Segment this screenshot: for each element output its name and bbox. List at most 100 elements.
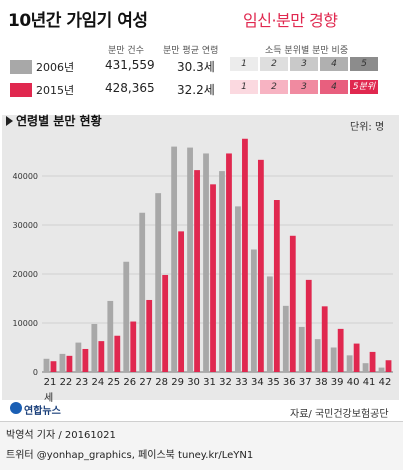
quintile-box-2: 2 — [260, 80, 288, 94]
legend-year-2015: 2015년 — [36, 84, 75, 97]
legend-births-2006: 431,559 — [105, 58, 155, 72]
x-tick-label: 28 — [155, 377, 168, 388]
bar-2006 — [123, 261, 130, 372]
bar-2015 — [289, 235, 296, 372]
bar-2015 — [66, 355, 73, 372]
bar-2015 — [257, 159, 264, 372]
bar-2015 — [385, 360, 392, 372]
bar-2015 — [82, 348, 89, 372]
bar-2015 — [210, 184, 216, 372]
quintile-box-3: 3 — [290, 80, 318, 94]
quintile-box-4: 4 — [320, 57, 348, 71]
page-title: 10년간 가임기 여성 — [8, 11, 148, 31]
x-tick-label: 26 — [123, 377, 136, 388]
age-unit-label: 세 — [44, 393, 54, 404]
x-tick-label: 22 — [60, 377, 73, 388]
legend-header-births: 분만 건수 — [108, 46, 144, 56]
bar-2006 — [330, 347, 337, 372]
x-tick-label: 33 — [235, 377, 248, 388]
yonhap-logo-icon — [10, 402, 22, 414]
legend-header-income: 소득 분위별 분만 비중 — [265, 46, 349, 56]
logo-text: 연합뉴스 — [24, 406, 61, 417]
bar-2015 — [273, 200, 280, 372]
bar-2015 — [305, 279, 312, 372]
x-tick-label: 34 — [251, 377, 264, 388]
legend-swatch-2006 — [10, 60, 32, 74]
bar-2006 — [139, 212, 146, 372]
legend-age-2006: 30.3세 — [177, 60, 215, 74]
bar-2006 — [378, 367, 385, 372]
legend-year-2006: 2006년 — [36, 61, 75, 74]
quintile-box-1: 1 — [230, 57, 258, 71]
x-tick-label: 21 — [44, 377, 57, 388]
bar-2015 — [321, 306, 328, 372]
x-tick-label: 41 — [363, 377, 376, 388]
bar-2015 — [226, 153, 232, 372]
bar-2015 — [194, 170, 200, 372]
x-tick-label: 35 — [267, 377, 280, 388]
legend-age-2015: 32.2세 — [177, 83, 215, 97]
bar-2015 — [337, 328, 344, 372]
y-tick-label: 10000 — [13, 319, 38, 328]
page-title-highlight: 임신·분만 경향 — [243, 11, 338, 30]
quintile-box-1: 1 — [230, 80, 258, 94]
quintile-box-4: 4 — [320, 80, 348, 94]
x-tick-label: 27 — [139, 377, 152, 388]
x-tick-label: 30 — [187, 377, 200, 388]
bar-2006 — [91, 323, 98, 372]
quintile-box-5: 5 — [350, 57, 378, 71]
chart-subtitle: 연령별 분만 현황 — [16, 114, 102, 128]
x-tick-label: 37 — [299, 377, 312, 388]
legend-swatch-2015 — [10, 83, 32, 97]
bar-2006 — [59, 353, 66, 372]
bar-2006 — [298, 326, 305, 372]
bar-2006 — [43, 358, 50, 372]
x-tick-label: 39 — [331, 377, 344, 388]
bar-2006 — [187, 147, 193, 372]
x-tick-label: 29 — [171, 377, 184, 388]
y-tick-label: 0 — [33, 368, 38, 377]
bar-2015 — [162, 274, 169, 372]
footer — [0, 421, 403, 470]
bar-2006 — [171, 146, 178, 372]
bar-2006 — [314, 339, 321, 372]
legend-header-age: 분만 평균 연령 — [163, 46, 219, 56]
y-tick-label: 40000 — [13, 172, 38, 181]
credit-line: 박영석 기자 / 20161021 — [6, 430, 116, 441]
quintile-box-5: 5분위 — [350, 80, 378, 94]
x-tick-label: 32 — [219, 377, 232, 388]
bar-2015 — [146, 299, 153, 372]
bar-2006 — [107, 300, 114, 372]
bar-2006 — [203, 153, 209, 372]
x-tick-label: 24 — [91, 377, 104, 388]
bar-2015 — [130, 321, 137, 372]
x-tick-label: 42 — [379, 377, 392, 388]
bar-2015 — [369, 351, 376, 372]
x-tick-label: 25 — [107, 377, 120, 388]
x-tick-label: 23 — [76, 377, 89, 388]
bar-2015 — [98, 341, 105, 372]
legend-births-2015: 428,365 — [105, 81, 155, 95]
x-tick-label: 31 — [203, 377, 216, 388]
x-tick-label: 40 — [347, 377, 360, 388]
bar-2015 — [50, 361, 57, 372]
y-tick-label: 30000 — [13, 221, 38, 230]
bar-2006 — [250, 249, 257, 372]
y-tick-label: 20000 — [13, 270, 38, 279]
bar-2015 — [242, 138, 248, 372]
bar-2006 — [266, 276, 273, 372]
triangle-icon — [6, 116, 13, 126]
x-tick-label: 36 — [283, 377, 296, 388]
bar-2006 — [362, 363, 369, 372]
bar-2006 — [346, 355, 353, 372]
source-label: 자료/ 국민건강보험공단 — [290, 409, 389, 420]
unit-label: 단위: 명 — [350, 122, 385, 133]
bar-2015 — [353, 343, 360, 372]
quintile-box-2: 2 — [260, 57, 288, 71]
bar-2006 — [75, 342, 82, 372]
x-tick-label: 38 — [315, 377, 328, 388]
bar-2006 — [155, 193, 162, 372]
bar-2006 — [282, 305, 289, 372]
